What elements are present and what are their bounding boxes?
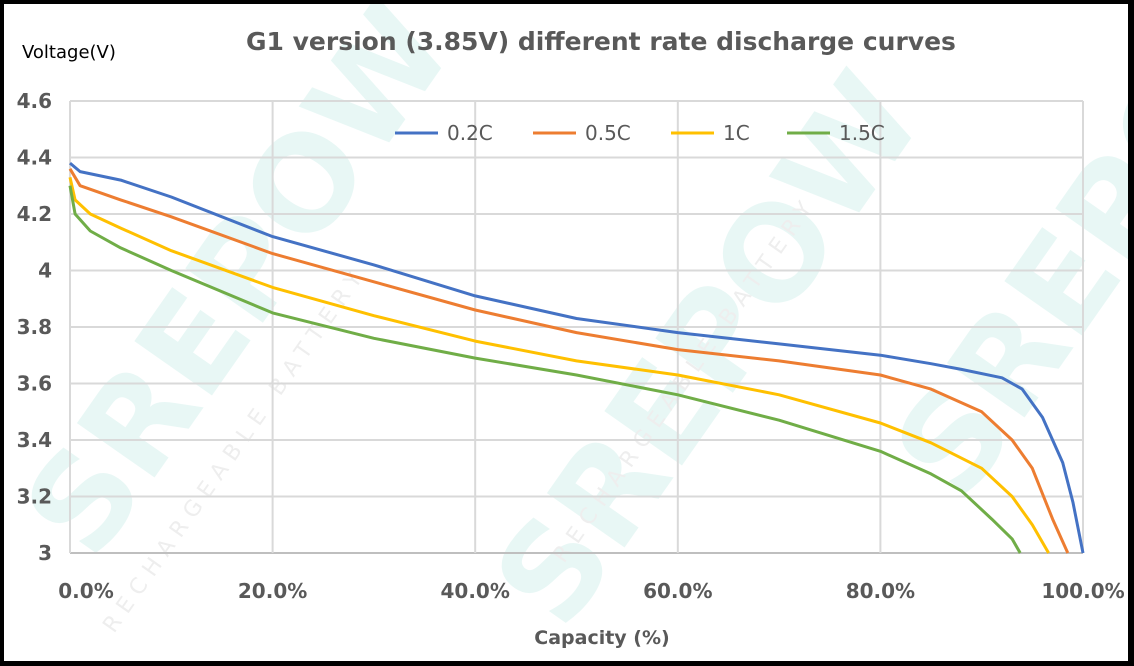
x-tick-label: 80.0%	[846, 579, 915, 603]
x-tick-label: 100.0%	[1041, 579, 1124, 603]
y-tick-label: 3.6	[17, 372, 52, 396]
x-tick-label: 0.0%	[58, 579, 113, 603]
legend-label: 0.2C	[447, 121, 493, 145]
y-axis-label: Voltage(V)	[22, 42, 116, 63]
legend-item: 1.5C	[787, 121, 885, 145]
discharge-chart: SREPOW SREPOW SREPOW RECHARGEABLE BATTER…	[4, 4, 1128, 652]
x-axis-ticks: 0.0% 20.0% 40.0% 60.0% 80.0% 100.0%	[58, 579, 1124, 603]
x-tick-label: 60.0%	[643, 579, 712, 603]
watermark-brand: SREPOW	[865, 4, 1128, 522]
series-line-0.2C	[69, 161, 1085, 554]
x-tick-label: 40.0%	[441, 579, 510, 603]
y-tick-label: 4	[38, 259, 52, 283]
series-line-1.5C	[68, 185, 1022, 554]
legend-item: 0.5C	[533, 121, 631, 145]
y-axis-ticks: 3 3.2 3.4 3.6 3.8 4 4.2 4.4 4.6	[17, 89, 52, 565]
y-tick-label: 3.4	[17, 428, 52, 452]
x-tick-label: 20.0%	[238, 579, 307, 603]
y-tick-label: 3	[38, 541, 52, 565]
y-tick-label: 3.2	[17, 485, 52, 509]
legend-item: 0.2C	[395, 121, 493, 145]
y-tick-label: 4.6	[17, 89, 52, 113]
legend-label: 0.5C	[585, 121, 631, 145]
gridlines	[69, 100, 1084, 554]
series-lines	[68, 161, 1085, 554]
legend-item: 1C	[671, 121, 750, 145]
chart-frame: SREPOW SREPOW SREPOW RECHARGEABLE BATTER…	[4, 4, 1128, 661]
series-line-0.5C	[68, 168, 1070, 554]
series-line-1C	[68, 176, 1050, 554]
y-tick-label: 3.8	[17, 315, 52, 339]
legend: 0.2C 0.5C 1C 1.5C	[395, 121, 885, 145]
y-tick-label: 4.4	[17, 146, 52, 170]
legend-label: 1.5C	[839, 121, 885, 145]
x-axis-label: Capacity (%)	[534, 627, 669, 649]
chart-title: G1 version (3.85V) different rate discha…	[246, 27, 956, 56]
legend-label: 1C	[723, 121, 750, 145]
y-tick-label: 4.2	[17, 202, 52, 226]
